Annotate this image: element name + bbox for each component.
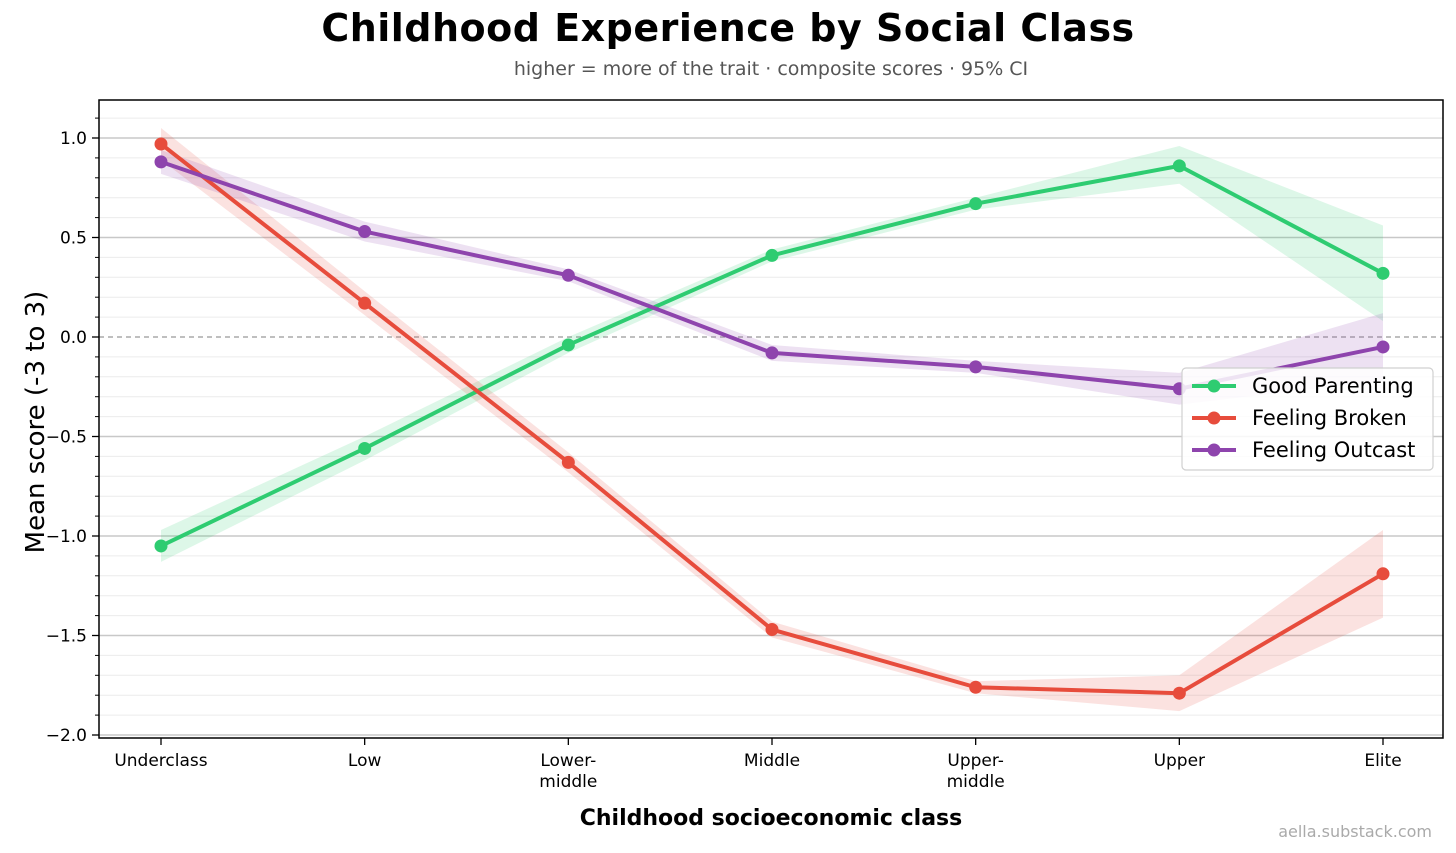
data-point (1376, 266, 1390, 280)
data-point (154, 137, 168, 151)
data-point (1172, 159, 1186, 173)
x-axis-label: Childhood socioeconomic class (579, 806, 963, 831)
data-point (1376, 340, 1390, 354)
data-point (765, 623, 779, 637)
data-point (561, 338, 575, 352)
legend-swatch-marker (1207, 411, 1221, 425)
ci-band-0 (161, 145, 1383, 562)
x-tick-label: Upper-middle (947, 751, 1005, 792)
x-tick-label: Underclass (114, 751, 207, 771)
credit-text: aella.substack.com (1278, 822, 1432, 841)
ci-band-1 (161, 128, 1383, 712)
y-tick-label: −0.5 (46, 428, 87, 448)
data-point (1172, 686, 1186, 700)
data-point (765, 346, 779, 360)
y-tick-label: 0.5 (60, 229, 87, 249)
legend-swatch-marker (1207, 379, 1221, 393)
data-point (154, 155, 168, 169)
x-tick-label: Elite (1364, 751, 1401, 771)
data-point (358, 296, 372, 310)
plot-frame (98, 99, 1444, 739)
data-point (969, 680, 983, 694)
y-tick-label: −2.0 (46, 726, 87, 746)
x-tick-label: Lower-middle (539, 751, 597, 792)
legend-swatch-marker (1207, 443, 1221, 457)
data-point (1376, 567, 1390, 581)
y-tick-label: 0.0 (60, 328, 87, 348)
y-tick-label: −1.5 (46, 627, 87, 647)
data-point (561, 268, 575, 282)
chart-subtitle: higher = more of the trait · composite s… (513, 58, 1029, 80)
x-tick-label: Upper (1154, 751, 1205, 771)
data-point (969, 197, 983, 211)
y-tick-label: 1.0 (60, 129, 87, 149)
data-point (154, 539, 168, 553)
x-tick-label: Low (348, 751, 382, 771)
y-tick-label: −1.0 (46, 527, 87, 547)
legend-label: Good Parenting (1252, 374, 1414, 398)
data-point (969, 360, 983, 374)
data-point (561, 455, 575, 469)
data-point (765, 248, 779, 262)
data-point (358, 441, 372, 455)
legend-box (1181, 367, 1434, 471)
x-tick-label: Middle (744, 751, 800, 771)
chart-title: Childhood Experience by Social Class (321, 6, 1135, 50)
legend-label: Feeling Outcast (1252, 438, 1415, 462)
data-point (358, 225, 372, 239)
legend-label: Feeling Broken (1252, 406, 1407, 430)
